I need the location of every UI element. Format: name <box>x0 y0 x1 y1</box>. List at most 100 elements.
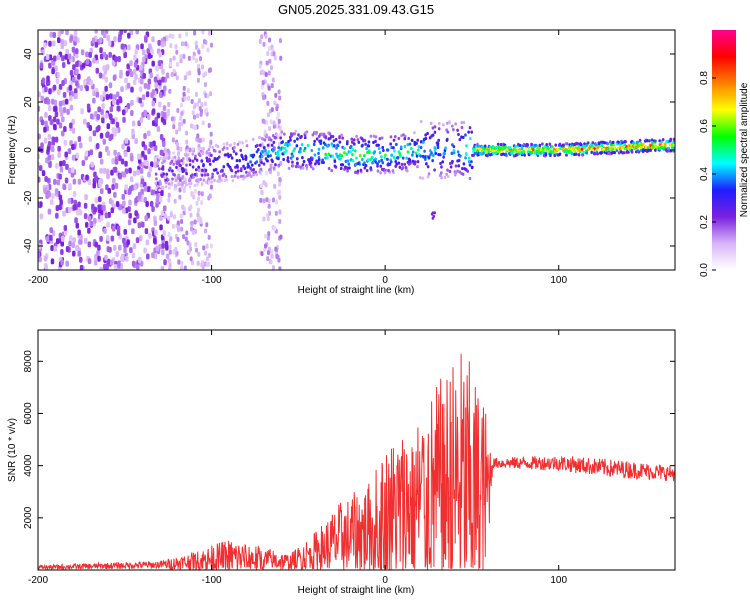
heatmap-cell <box>198 138 202 144</box>
heatmap-cell <box>278 38 282 44</box>
heatmap-cell <box>453 173 457 177</box>
heatmap-cell <box>165 72 170 79</box>
heatmap-cell <box>380 158 383 162</box>
heatmap-cell <box>282 157 285 162</box>
heatmap-cell <box>273 225 277 231</box>
heatmap-cell <box>197 49 201 55</box>
heatmap-cell <box>102 51 107 58</box>
heatmap-cell <box>83 213 88 220</box>
heatmap-cell <box>167 231 171 237</box>
heatmap-cell <box>84 221 89 228</box>
heatmap-cell <box>141 141 146 148</box>
heatmap-cell <box>610 146 613 150</box>
heatmap-cell <box>452 145 456 149</box>
heatmap-cell <box>233 145 236 150</box>
heatmap-cell <box>169 236 173 242</box>
heatmap-cell <box>116 105 120 112</box>
heatmap-cell <box>433 211 436 215</box>
heatmap-cell <box>158 51 163 58</box>
heatmap-cell <box>207 261 211 267</box>
heatmap-cell <box>258 39 262 45</box>
heatmap-cell <box>208 193 212 199</box>
heatmap-cell <box>134 73 138 80</box>
heatmap-cell <box>321 146 325 150</box>
heatmap-cell <box>156 161 159 165</box>
heatmap-cell <box>421 176 425 180</box>
heatmap-cell <box>120 86 124 93</box>
heatmap-cell <box>104 254 108 261</box>
heatmap-cell <box>327 166 331 171</box>
heatmap-cell <box>192 104 196 110</box>
heatmap-cell <box>195 158 199 162</box>
heatmap-cell <box>425 162 428 166</box>
heatmap-cell <box>44 263 48 270</box>
heatmap-cell <box>110 235 115 242</box>
heatmap-cell <box>155 245 160 252</box>
heatmap-cell <box>270 249 274 255</box>
heatmap-cell <box>638 138 642 142</box>
heatmap-cell <box>272 140 276 144</box>
heatmap-cell <box>47 154 51 161</box>
heatmap-cell <box>468 136 472 141</box>
heatmap-cell <box>168 62 172 68</box>
heatmap-cell <box>260 154 264 158</box>
heatmap-cell <box>182 53 186 59</box>
heatmap-cell <box>403 134 407 138</box>
heatmap-cell <box>260 84 264 90</box>
heatmap-cell <box>518 149 521 153</box>
heatmap-cell <box>355 156 358 160</box>
heatmap-cell <box>259 197 263 203</box>
heatmap-cell <box>544 152 548 156</box>
heatmap-cell <box>45 193 49 200</box>
heatmap-cell <box>162 159 166 163</box>
heatmap-cell <box>277 257 281 263</box>
heatmap-cell <box>355 134 358 138</box>
heatmap-cell <box>184 236 188 242</box>
heatmap-cell <box>49 227 53 234</box>
heatmap-cell <box>101 73 106 80</box>
heatmap-cell <box>44 175 48 182</box>
heatmap-cell <box>381 161 385 165</box>
heatmap-cell <box>153 219 158 226</box>
heatmap-cell <box>363 161 366 165</box>
heatmap-cell <box>277 189 281 195</box>
heatmap-cell <box>160 210 165 217</box>
heatmap-cell <box>177 151 181 157</box>
heatmap-cell <box>196 113 200 119</box>
heatmap-cell <box>38 133 41 140</box>
heatmap-cell <box>77 201 81 208</box>
heatmap-cell <box>191 230 195 236</box>
heatmap-cell <box>153 145 158 152</box>
heatmap-cell <box>182 118 186 124</box>
heatmap-cell <box>400 162 404 166</box>
heatmap-cell <box>111 225 116 232</box>
heatmap-cell <box>174 246 178 252</box>
heatmap-cell <box>562 143 565 147</box>
heatmap-cell <box>138 86 143 93</box>
heatmap-cell <box>265 197 269 203</box>
heatmap-cell <box>180 226 184 232</box>
heatmap-cell <box>357 140 361 144</box>
heatmap-cell <box>270 107 274 113</box>
snr-line <box>38 353 675 570</box>
heatmap-cell <box>201 260 205 266</box>
heatmap-cell <box>267 203 271 209</box>
heatmap-cell <box>59 199 63 206</box>
heatmap-cell <box>171 169 174 173</box>
heatmap-cell <box>443 175 447 180</box>
heatmap-cell <box>245 144 249 148</box>
heatmap-cell <box>159 224 163 231</box>
heatmap-cell <box>461 135 465 139</box>
heatmap-cell <box>263 129 267 135</box>
heatmap-cell <box>565 142 569 146</box>
heatmap-cell <box>389 135 393 139</box>
heatmap-cell <box>276 111 280 117</box>
heatmap-cell <box>338 140 342 144</box>
heatmap-cell <box>58 173 62 180</box>
heatmap-cell <box>169 57 173 63</box>
heatmap-cell <box>297 165 300 169</box>
heatmap-cell <box>67 53 72 60</box>
heatmap-cell <box>275 106 279 112</box>
heatmap-cell <box>235 159 239 163</box>
